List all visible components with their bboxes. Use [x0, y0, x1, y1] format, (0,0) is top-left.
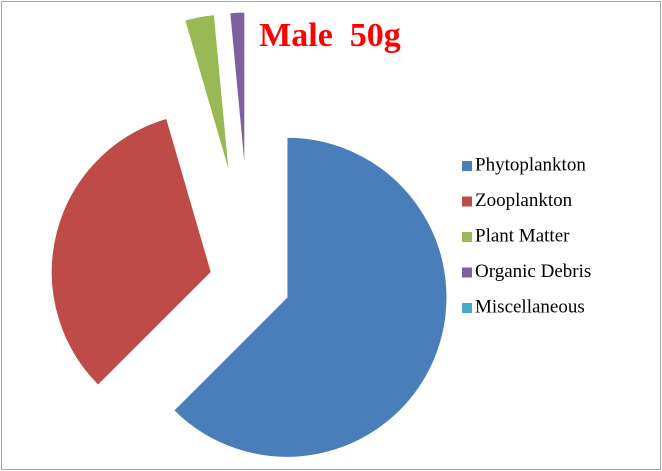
chart-title: Male 50g — [259, 17, 401, 54]
legend-label: Organic Debris — [475, 261, 591, 282]
legend-swatch — [462, 267, 472, 278]
legend-swatch — [462, 303, 472, 313]
legend-swatch — [462, 232, 472, 242]
legend-label: Plant Matter — [475, 225, 570, 246]
pie-slice — [184, 14, 230, 175]
legend-label: Zooplankton — [475, 190, 573, 211]
legend-label: Phytoplankton — [475, 154, 586, 175]
legend-label: Miscellaneous — [475, 296, 585, 317]
pie-slice — [173, 136, 448, 458]
legend-swatch — [462, 161, 472, 171]
pie-slice — [229, 11, 246, 173]
pie-slice — [50, 117, 212, 386]
legend-swatch — [462, 196, 472, 207]
